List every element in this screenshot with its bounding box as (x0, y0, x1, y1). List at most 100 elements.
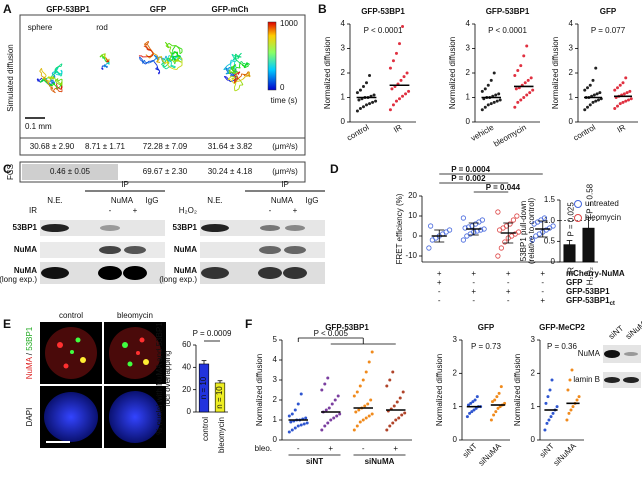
dot (621, 100, 625, 104)
trajectory (57, 73, 62, 77)
trajectory (45, 79, 49, 83)
trajectory (164, 58, 167, 62)
trajectory (157, 57, 160, 60)
dot (371, 100, 375, 104)
trajectory (175, 45, 181, 50)
trajectory (40, 75, 45, 79)
panel-label: B (318, 2, 327, 16)
dot (499, 385, 503, 389)
sign: + (471, 287, 476, 296)
trajectory (248, 74, 251, 78)
treatment: IR (29, 206, 37, 215)
value-text: 31.64 ± 3.82 (208, 142, 253, 151)
dot (372, 93, 376, 97)
dot (355, 91, 359, 95)
dot (364, 416, 368, 420)
dot (403, 411, 407, 415)
dot (510, 217, 517, 223)
trajectory (143, 62, 146, 65)
construct: GFP-53BP1 (46, 5, 90, 14)
trajectory (172, 57, 177, 61)
trajectory (156, 59, 160, 63)
sign: - (109, 206, 112, 215)
y-tick-label: 3 (341, 44, 346, 53)
trajectory (232, 60, 235, 63)
x-tick-label: siNuMA (477, 441, 504, 468)
panel-label: A (3, 2, 12, 16)
trajectory (161, 60, 166, 65)
dot (401, 24, 405, 28)
dot (398, 396, 402, 400)
dot (385, 384, 389, 388)
trajectory (238, 52, 242, 57)
trajectory (172, 68, 177, 71)
dot (304, 416, 308, 420)
dot (525, 93, 529, 97)
dot (327, 406, 331, 410)
value-text: 8.71 ± 1.71 (85, 142, 126, 151)
dot (616, 104, 619, 108)
trajectory (234, 83, 237, 88)
trajectory (53, 74, 56, 77)
trajectory (156, 65, 159, 69)
trajectory (56, 73, 60, 76)
trajectory (178, 56, 183, 59)
sign: + (293, 206, 298, 215)
y-tick-label: 2 (341, 68, 346, 77)
dot (494, 410, 498, 414)
trajectory (174, 50, 179, 56)
x-tick-label: - (297, 444, 300, 453)
dot (390, 87, 394, 91)
dot (391, 103, 395, 107)
trajectory (246, 71, 250, 75)
dot (293, 426, 297, 430)
dot (462, 225, 468, 231)
dot (470, 410, 474, 414)
frame (19, 14, 306, 156)
trajectory (243, 65, 245, 68)
dot (625, 91, 629, 95)
y-tick-label: 0 (466, 117, 471, 126)
shape: rod (96, 23, 108, 32)
trajectory (50, 86, 53, 90)
y-tick-label: 1 (273, 415, 278, 424)
trajectory (159, 55, 162, 59)
dot (575, 398, 579, 402)
dot (394, 99, 398, 103)
trajectory (52, 87, 56, 92)
dot (299, 392, 303, 396)
trajectory (165, 55, 169, 61)
trajectory (164, 62, 170, 68)
bar (563, 244, 576, 263)
dot (544, 401, 548, 405)
dot (515, 229, 522, 235)
x-tick-label: control (201, 417, 210, 441)
header: IP (281, 180, 289, 189)
condition-name: GFP (566, 278, 583, 287)
trajectory (48, 76, 52, 81)
dot (394, 51, 398, 55)
lane-label: N.E. (207, 196, 223, 205)
trajectory (51, 81, 56, 84)
y-tick-label: 1.5 (544, 195, 556, 204)
frame (19, 161, 306, 183)
dot (352, 428, 356, 432)
trajectory (232, 56, 237, 60)
trajectory (176, 67, 179, 70)
y-tick-label: 60 (182, 340, 191, 349)
y-tick-label: 3 (273, 375, 278, 384)
y-tick-label: 1 (466, 93, 471, 102)
dot (361, 105, 365, 109)
stain-part: 53BP1 (25, 326, 34, 351)
condition-name: mCherry-NuMA (566, 269, 625, 278)
y-tick-label: 4 (273, 355, 278, 364)
dot (332, 416, 336, 420)
legend-marker (574, 200, 582, 208)
y-tick-label: 1 (341, 93, 346, 102)
trajectory (39, 68, 42, 72)
y-tick-label: 0 (273, 435, 278, 444)
dot (320, 428, 324, 432)
trajectory (244, 65, 249, 69)
trajectory (45, 74, 47, 77)
sign: - (541, 287, 544, 296)
